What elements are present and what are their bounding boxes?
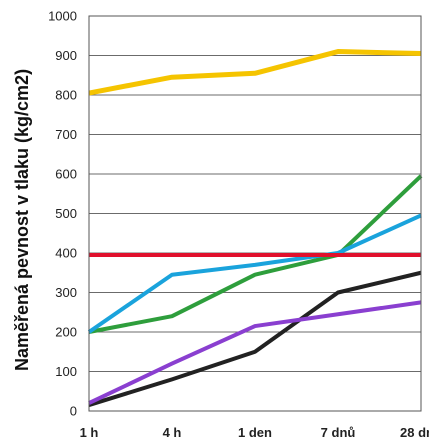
plot-frame: [88, 15, 422, 412]
y-tick-label: 300: [55, 285, 77, 300]
y-tick-label: 400: [55, 246, 77, 261]
y-tick-label: 1000: [48, 9, 77, 24]
y-tick-label: 200: [55, 325, 77, 340]
y-tick-label: 0: [70, 404, 77, 419]
y-tick-label: 900: [55, 48, 77, 63]
x-tick-label: 1 h: [80, 425, 99, 437]
x-tick-label: 28 dnů: [400, 425, 429, 437]
y-tick-label: 600: [55, 167, 77, 182]
series-layer: [87, 49, 423, 407]
x-tick-label: 7 dnů: [321, 425, 356, 437]
y-axis-title: Naměřená pevnost v tlaku (kg/cm2): [12, 69, 32, 371]
y-tick-label: 500: [55, 206, 77, 221]
x-tick-labels: 1 h 4 h 1 den 7 dnů 28 dnů: [80, 425, 429, 437]
y-tick-label: 800: [55, 88, 77, 103]
x-tick-label: 4 h: [163, 425, 182, 437]
y-tick-label: 100: [55, 364, 77, 379]
series-line-0: [88, 49, 422, 96]
y-tick-labels: 0 100 200 300 400 500 600 700 800 900 1000: [48, 9, 77, 419]
series-0: [88, 49, 422, 96]
x-tick-label: 1 den: [238, 425, 272, 437]
y-tick-label: 700: [55, 127, 77, 142]
